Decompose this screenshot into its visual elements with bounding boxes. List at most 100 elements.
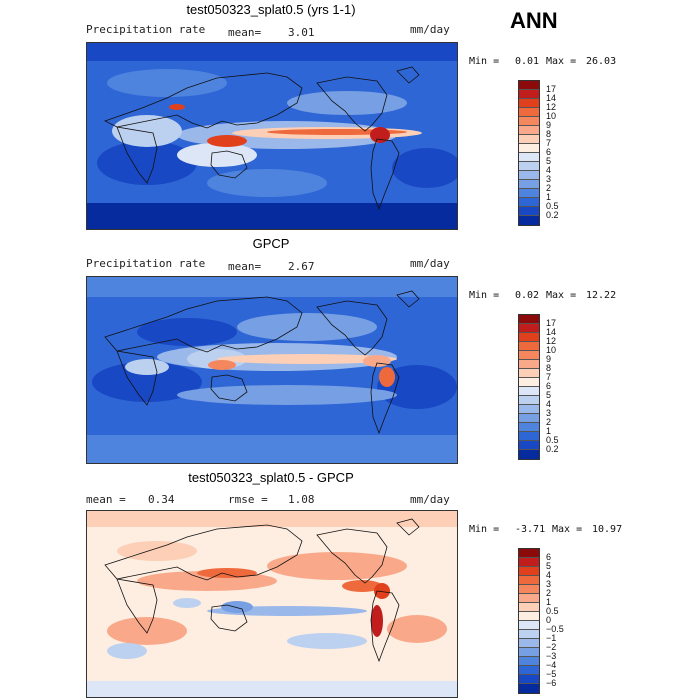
panel-3-min-value: -3.71: [515, 524, 546, 535]
colorbar-box: [519, 198, 539, 207]
colorbar-tick-label: 3: [546, 579, 552, 589]
colorbar-box: [519, 351, 539, 360]
colorbar-box: [519, 117, 539, 126]
panel-1-mean-value: 3.01: [288, 26, 315, 39]
colorbar-tick-label: 14: [546, 327, 557, 337]
panel-2-min-value: 0.02: [515, 290, 540, 301]
colorbar-tick-label: 8: [546, 129, 552, 139]
colorbar-tick-label: 0: [546, 615, 552, 625]
panel-2-min-label: Min =: [469, 290, 500, 301]
colorbar-box: [519, 153, 539, 162]
colorbar-box: [519, 144, 539, 153]
colorbar-box: [519, 612, 539, 621]
colorbar-tick-label: 6: [546, 147, 552, 157]
panel-3-max-label: Max =: [552, 524, 583, 535]
colorbar-tick-label: 1: [546, 426, 552, 436]
panel-2-units: mm/day: [410, 257, 450, 270]
colorbar-box: [519, 171, 539, 180]
colorbar-box: [519, 396, 539, 405]
colorbar-tick-label: 14: [546, 93, 557, 103]
panel-1-min-label: Min =: [469, 56, 500, 67]
colorbar-box: [519, 576, 539, 585]
panel-3-title: test050323_splat0.5 - GPCP: [188, 470, 354, 485]
panel-1-max-value: 26.03: [586, 56, 617, 67]
colorbar-box: [519, 333, 539, 342]
colorbar-tick-label: 7: [546, 138, 552, 148]
colorbar-box: [519, 135, 539, 144]
panel-1-map-svg: [87, 43, 457, 229]
colorbar-tick-label: 2: [546, 417, 552, 427]
colorbar-box: [519, 567, 539, 576]
colorbar-box: [519, 315, 539, 324]
colorbar-box: [519, 675, 539, 684]
colorbar-tick-label: 3: [546, 408, 552, 418]
colorbar-box: [519, 99, 539, 108]
colorbar-tick-label: 10: [546, 345, 557, 355]
panel-3-map: [86, 510, 458, 698]
colorbar-tick-label: 0.2: [546, 444, 559, 454]
colorbar-tick-label: 0.2: [546, 210, 559, 220]
colorbar-box: [519, 423, 539, 432]
panel-1-title: test050323_splat0.5 (yrs 1-1): [186, 2, 356, 17]
panel-1-map: [86, 42, 458, 230]
colorbar-tick-label: 5: [546, 156, 552, 166]
panel-3-map-svg: [87, 511, 457, 697]
colorbar-box: [519, 585, 539, 594]
colorbar-tick-label: 4: [546, 570, 552, 580]
colorbar-tick-label: 1: [546, 597, 552, 607]
panel-3-mean-label: mean =: [86, 493, 126, 506]
colorbar-box: [519, 180, 539, 189]
colorbar-tick-label: −1: [546, 633, 557, 643]
colorbar-box: [519, 90, 539, 99]
panel-3-mean-value: 0.34: [148, 493, 175, 506]
colorbar-box: [519, 405, 539, 414]
colorbar-box: [519, 441, 539, 450]
colorbar-box: [519, 621, 539, 630]
colorbar-tick-label: 10: [546, 111, 557, 121]
colorbar-box: [519, 594, 539, 603]
colorbar-tick-label: 8: [546, 363, 552, 373]
colorbar-tick-label: 5: [546, 561, 552, 571]
colorbar-tick-label: −3: [546, 651, 557, 661]
colorbar-box: [519, 549, 539, 558]
colorbar-box: [519, 216, 539, 225]
colorbar-box: [519, 360, 539, 369]
colorbar-box: [519, 378, 539, 387]
panel-2-title: GPCP: [252, 236, 290, 251]
colorbar-box: [519, 684, 539, 693]
colorbar-tick-label: 6: [546, 552, 552, 562]
colorbar-box: [519, 324, 539, 333]
colorbar-tick-label: −6: [546, 678, 557, 688]
colorbar-tick-label: 9: [546, 120, 552, 130]
colorbar-tick-label: −0.5: [546, 624, 564, 634]
panel-2-colorbar: [518, 314, 540, 460]
colorbar-tick-label: 1: [546, 192, 552, 202]
panel-1-colorbar: [518, 80, 540, 226]
colorbar-tick-label: 0.5: [546, 435, 559, 445]
panel-1-mean-label: mean=: [228, 26, 262, 39]
panel-3-coastlines: [104, 518, 420, 663]
colorbar-box: [519, 558, 539, 567]
colorbar-box: [519, 369, 539, 378]
panel-2-map-svg: [87, 277, 457, 463]
colorbar-box: [519, 414, 539, 423]
colorbar-tick-label: 17: [546, 84, 557, 94]
colorbar-tick-label: 4: [546, 399, 552, 409]
panel-1-max-label: Max =: [546, 56, 577, 67]
panel-3-min-label: Min =: [469, 524, 500, 535]
panel-2-max-value: 12.22: [586, 290, 617, 301]
colorbar-tick-label: 3: [546, 174, 552, 184]
colorbar-box: [519, 162, 539, 171]
panel-3-colorbar: [518, 548, 540, 694]
colorbar-box: [519, 81, 539, 90]
colorbar-tick-label: −2: [546, 642, 557, 652]
panel-2-mean-value: 2.67: [288, 260, 315, 273]
colorbar-tick-label: 0.5: [546, 201, 559, 211]
colorbar-box: [519, 342, 539, 351]
colorbar-box: [519, 630, 539, 639]
panel-3-units: mm/day: [410, 493, 450, 506]
colorbar-tick-label: 12: [546, 102, 557, 112]
colorbar-box: [519, 108, 539, 117]
panel-1-units: mm/day: [410, 23, 450, 36]
colorbar-box: [519, 648, 539, 657]
